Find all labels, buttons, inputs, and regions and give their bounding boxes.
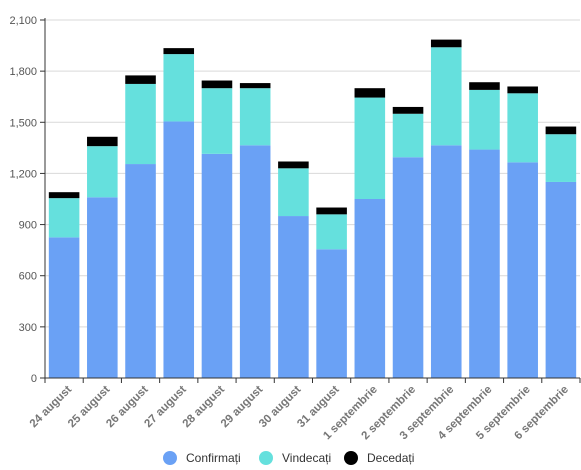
bar-recovered-7[interactable] [316, 214, 347, 250]
bar-confirmed-11[interactable] [469, 149, 500, 378]
y-tick-labels: 0 300 600 900 1,200 1,500 1,800 2,100 [9, 15, 37, 385]
bar-recovered-11[interactable] [469, 89, 500, 150]
bars [48, 39, 577, 378]
bar-confirmed-6[interactable] [278, 216, 309, 378]
bar-confirmed-1[interactable] [87, 197, 118, 378]
bar-confirmed-12[interactable] [507, 162, 538, 378]
y-tick-label: 0 [31, 373, 37, 385]
y-tick-label: 1,800 [9, 66, 37, 78]
legend-label: Decedați [367, 451, 414, 465]
bar-deceased-11[interactable] [469, 82, 500, 90]
bar-recovered-0[interactable] [48, 198, 80, 238]
bar-deceased-13[interactable] [545, 126, 577, 135]
bar-deceased-5[interactable] [239, 83, 271, 89]
bar-recovered-2[interactable] [125, 83, 156, 165]
legend-marker [344, 451, 358, 465]
bar-confirmed-10[interactable] [430, 145, 462, 378]
bar-recovered-10[interactable] [430, 47, 462, 146]
bar-recovered-1[interactable] [87, 146, 118, 198]
legend-marker [163, 451, 177, 465]
bar-confirmed-0[interactable] [48, 237, 80, 378]
y-tick-label: 300 [19, 322, 37, 334]
bar-deceased-8[interactable] [354, 88, 386, 98]
bar-recovered-9[interactable] [392, 113, 424, 158]
bar-recovered-5[interactable] [239, 88, 271, 146]
bar-deceased-9[interactable] [392, 106, 424, 114]
legend-item-recovered[interactable]: Vindecați [259, 451, 331, 465]
y-tick-label: 1,200 [9, 168, 37, 180]
bar-confirmed-13[interactable] [545, 181, 577, 378]
bar-deceased-4[interactable] [201, 80, 233, 89]
bar-recovered-8[interactable] [354, 97, 386, 199]
bar-recovered-4[interactable] [201, 88, 233, 154]
legend: Confirmați Vindecați Decedați [163, 451, 414, 465]
legend-item-deceased[interactable]: Decedați [344, 451, 414, 465]
bar-deceased-6[interactable] [278, 161, 309, 169]
bar-recovered-3[interactable] [163, 54, 195, 122]
bar-confirmed-4[interactable] [201, 153, 233, 378]
bar-deceased-12[interactable] [507, 86, 538, 94]
bar-deceased-3[interactable] [163, 48, 195, 55]
legend-marker [259, 451, 273, 465]
bar-confirmed-2[interactable] [125, 164, 156, 378]
bar-recovered-12[interactable] [507, 93, 538, 163]
bar-confirmed-7[interactable] [316, 249, 347, 378]
bar-confirmed-8[interactable] [354, 199, 386, 378]
bar-recovered-13[interactable] [545, 134, 577, 182]
y-tick-label: 900 [19, 220, 37, 232]
axes [40, 18, 581, 383]
y-tick-label: 600 [19, 271, 37, 283]
bar-confirmed-3[interactable] [163, 121, 195, 378]
y-tick-label: 1,500 [9, 117, 37, 129]
legend-item-confirmed[interactable]: Confirmați [163, 451, 241, 465]
bar-deceased-0[interactable] [48, 192, 80, 199]
bar-deceased-10[interactable] [430, 39, 462, 48]
bar-deceased-1[interactable] [87, 136, 118, 147]
legend-label: Vindecați [282, 451, 331, 465]
bar-confirmed-9[interactable] [392, 157, 424, 378]
y-tick-label: 2,100 [9, 15, 37, 27]
legend-label: Confirmați [186, 451, 241, 465]
bar-recovered-6[interactable] [278, 168, 309, 217]
bar-confirmed-5[interactable] [239, 145, 271, 378]
bar-deceased-7[interactable] [316, 207, 347, 215]
bar-deceased-2[interactable] [125, 75, 156, 84]
